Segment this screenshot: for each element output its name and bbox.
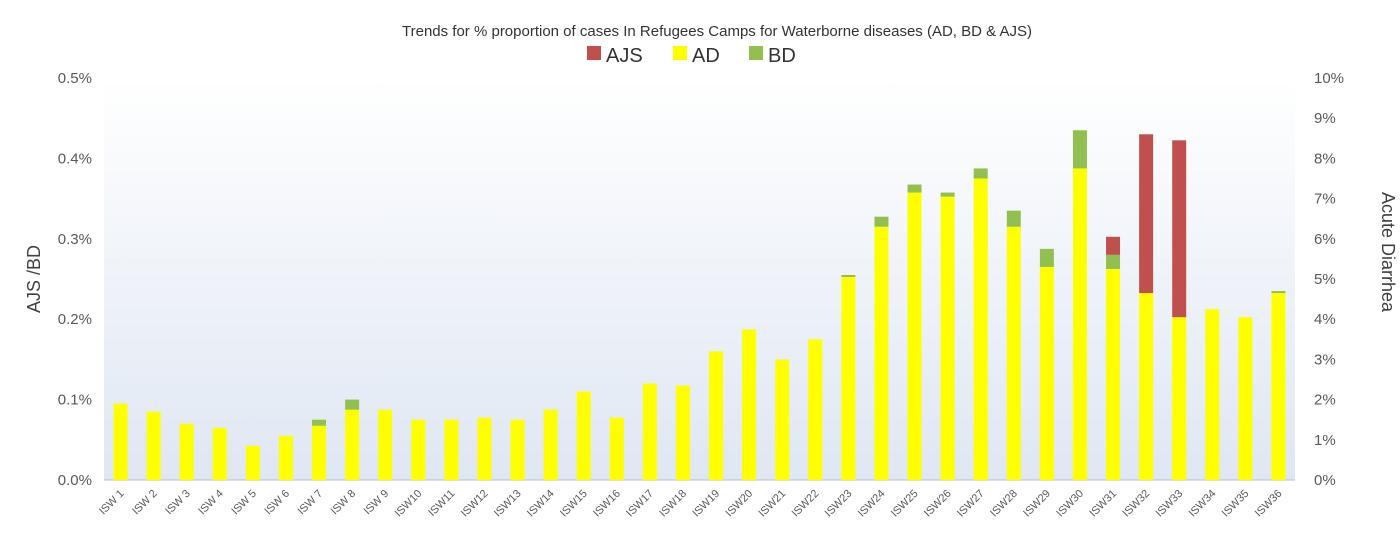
bar-bd-28: [1006, 210, 1021, 227]
bar-bd-36: [1271, 291, 1286, 294]
left-axis-title: AJS /BD: [24, 245, 44, 313]
bar-ad-33: [1172, 317, 1187, 480]
bar-ad-19: [709, 351, 724, 480]
bar-ad-21: [775, 359, 790, 480]
left-tick-label: 0.5%: [58, 70, 92, 87]
right-tick-label: 8%: [1314, 150, 1336, 167]
bar-bd-25: [907, 184, 922, 193]
bar-ad-23: [841, 276, 856, 480]
right-tick-label: 3%: [1314, 351, 1336, 368]
bar-ad-14: [543, 409, 558, 480]
bar-ad-26: [940, 196, 955, 480]
bar-ad-7: [312, 425, 327, 480]
bar-ad-27: [973, 178, 988, 480]
legend-label-ajs: AJS: [606, 45, 643, 67]
legend-swatch-bd: [749, 46, 763, 60]
bar-ajs-31: [1106, 236, 1121, 255]
bar-ad-2: [146, 411, 161, 480]
bar-ad-8: [345, 409, 360, 480]
right-tick-label: 7%: [1314, 191, 1336, 208]
bar-ad-17: [642, 383, 657, 480]
left-tick-label: 0.3%: [58, 231, 92, 248]
left-tick-label: 0.1%: [58, 392, 92, 409]
bar-ad-35: [1238, 317, 1253, 480]
bar-ad-18: [675, 385, 690, 480]
right-tick-label: 6%: [1314, 231, 1336, 248]
bar-ad-9: [378, 409, 393, 480]
legend-swatch-ad: [673, 46, 687, 60]
legend: AJS AD BD: [587, 45, 796, 67]
bar-ad-30: [1072, 168, 1087, 480]
bar-bd-31: [1106, 254, 1121, 269]
right-tick-label: 1%: [1314, 432, 1336, 449]
bar-ad-6: [278, 435, 293, 480]
bar-ad-24: [874, 226, 889, 480]
right-tick-label: 4%: [1314, 311, 1336, 328]
right-tick-label: 5%: [1314, 271, 1336, 288]
left-tick-label: 0.2%: [58, 311, 92, 328]
bar-ad-20: [742, 329, 757, 480]
legend-swatch-ajs: [587, 46, 601, 60]
bar-ad-15: [576, 391, 591, 480]
plot-area: [104, 78, 1295, 480]
left-tick-label: 0.4%: [58, 150, 92, 167]
bar-ajs-32: [1139, 134, 1154, 294]
right-axis-title: Acute Diarrhea: [1378, 192, 1398, 313]
legend-label-bd: BD: [768, 45, 796, 67]
bar-ajs-33: [1172, 140, 1187, 318]
bar-ad-36: [1271, 293, 1286, 480]
bar-bd-7: [312, 419, 327, 426]
bar-bd-27: [973, 168, 988, 179]
bar-ad-32: [1139, 293, 1154, 480]
bar-ad-5: [245, 445, 260, 480]
bars: [113, 130, 1286, 480]
bar-ad-11: [444, 419, 459, 480]
bar-bd-29: [1039, 248, 1054, 267]
bar-ad-22: [808, 339, 823, 480]
bar-bd-8: [345, 399, 360, 410]
legend-label-ad: AD: [692, 45, 720, 67]
bar-bd-26: [940, 192, 955, 197]
right-tick-label: 0%: [1314, 472, 1336, 489]
right-axis-ticks: 0% 1% 2% 3% 4% 5% 6% 7% 8% 9% 10%: [1314, 70, 1344, 489]
right-tick-label: 2%: [1314, 392, 1336, 409]
bar-ad-31: [1106, 268, 1121, 480]
left-axis-ticks: 0.0% 0.1% 0.2% 0.3% 0.4% 0.5%: [58, 70, 92, 489]
right-tick-label: 10%: [1314, 70, 1344, 87]
bar-ad-12: [477, 417, 492, 480]
bar-bd-30: [1072, 130, 1087, 169]
bar-ad-13: [510, 419, 525, 480]
bar-ad-28: [1006, 226, 1021, 480]
bar-bd-24: [874, 216, 889, 227]
bar-ad-10: [411, 419, 426, 480]
bar-ad-1: [113, 403, 128, 480]
bar-bd-23: [841, 274, 856, 277]
bar-ad-4: [212, 427, 227, 480]
right-tick-label: 9%: [1314, 110, 1336, 127]
chart-title: Trends for % proportion of cases In Refu…: [402, 23, 1032, 40]
bar-ad-3: [179, 423, 194, 480]
bar-ad-29: [1039, 266, 1054, 480]
left-tick-label: 0.0%: [58, 472, 92, 489]
bar-ad-25: [907, 192, 922, 480]
bar-ad-34: [1205, 309, 1220, 480]
bar-ad-16: [609, 417, 624, 480]
